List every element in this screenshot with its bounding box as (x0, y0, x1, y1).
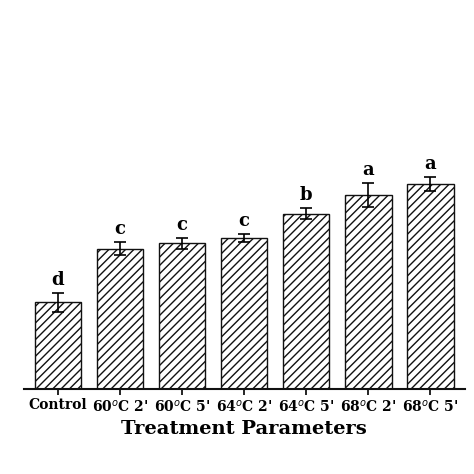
Text: b: b (300, 186, 312, 204)
Text: a: a (363, 161, 374, 179)
Bar (97, 248, 143, 389)
Text: c: c (176, 216, 188, 234)
Bar (159, 243, 205, 389)
Text: c: c (238, 212, 250, 230)
Bar (283, 214, 329, 389)
Text: a: a (425, 155, 436, 173)
Bar (221, 238, 267, 389)
Text: d: d (52, 271, 64, 289)
X-axis label: Treatment Parameters: Treatment Parameters (121, 420, 367, 438)
Bar (407, 184, 454, 389)
Bar (345, 195, 392, 389)
Bar (35, 302, 81, 389)
Text: c: c (114, 220, 126, 238)
